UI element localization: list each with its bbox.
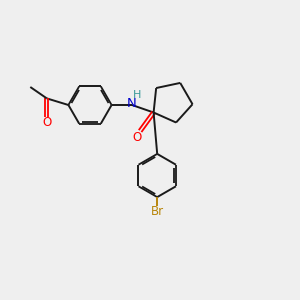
Text: H: H xyxy=(133,89,142,100)
Text: N: N xyxy=(127,97,137,110)
Text: O: O xyxy=(133,130,142,144)
Text: Br: Br xyxy=(151,205,164,218)
Text: O: O xyxy=(42,116,51,129)
